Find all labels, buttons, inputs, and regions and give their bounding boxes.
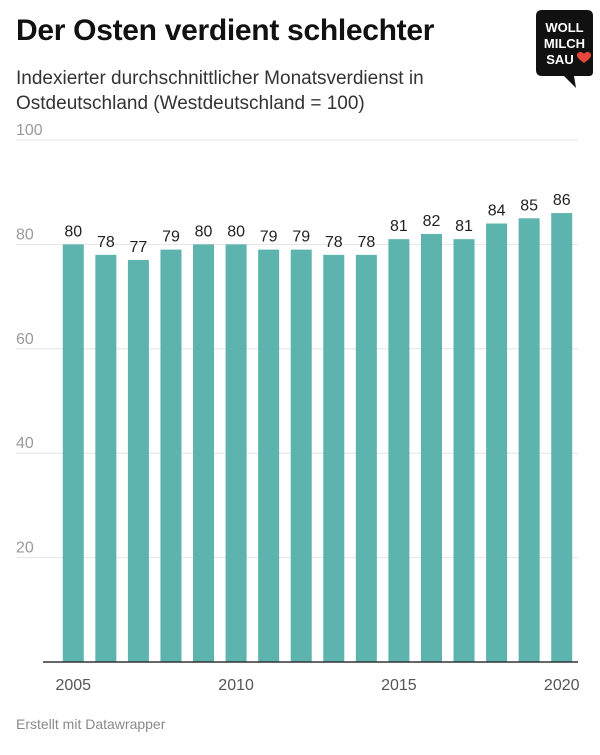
data-label-2015: 81 xyxy=(390,218,408,235)
x-tick-label: 2005 xyxy=(55,677,91,694)
bar-2007 xyxy=(127,260,149,662)
bars xyxy=(62,213,573,663)
data-label-2011: 79 xyxy=(260,229,278,246)
footer-credit: Erstellt mit Datawrapper xyxy=(16,716,166,732)
bar-2020 xyxy=(551,213,573,662)
data-label-2010: 80 xyxy=(227,223,245,240)
data-label-2019: 85 xyxy=(520,197,538,214)
bar-2016 xyxy=(420,233,442,662)
logo-line-3: SAU xyxy=(546,52,573,67)
data-label-2017: 81 xyxy=(455,218,473,235)
chart-title: Der Osten verdient schlechter xyxy=(16,14,435,47)
data-label-2014: 78 xyxy=(357,234,375,251)
y-tick-label: 40 xyxy=(16,435,34,452)
chart-subtitle: Indexierter durchschnittlicher Monatsver… xyxy=(16,68,424,114)
data-label-2007: 77 xyxy=(130,239,148,256)
data-label-2008: 79 xyxy=(162,229,180,246)
bar-chart: 20 40 60 80 100 80 78 77 79 80 80 79 79 78 78 81 82 81 84… xyxy=(16,122,580,694)
data-label-2018: 84 xyxy=(488,203,506,220)
bar-2011 xyxy=(258,249,280,662)
bar-2005 xyxy=(62,244,84,662)
axes: 2005 2010 2015 2020 xyxy=(43,661,580,694)
logo-badge-shape xyxy=(536,10,593,88)
bar-2010 xyxy=(225,244,247,662)
data-label-2005: 80 xyxy=(64,223,82,240)
bar-2018 xyxy=(486,223,508,662)
data-labels: 80 78 77 79 80 80 79 79 78 78 81 82 81 84 85 86 xyxy=(64,192,570,256)
bar-2014 xyxy=(355,254,377,662)
y-tick-label: 60 xyxy=(16,331,34,348)
y-tick-label: 100 xyxy=(16,122,43,139)
x-tick-label: 2015 xyxy=(381,677,417,694)
bar-2013 xyxy=(323,254,345,662)
data-label-2016: 82 xyxy=(423,213,441,230)
x-tick-label: 2010 xyxy=(218,677,254,694)
bar-2006 xyxy=(95,254,117,662)
y-tick-label: 80 xyxy=(16,226,34,243)
bar-2009 xyxy=(193,244,215,662)
x-tick-label: 2020 xyxy=(544,677,580,694)
bar-2015 xyxy=(388,239,410,662)
logo-line-2: MILCH xyxy=(544,36,585,51)
bar-2019 xyxy=(518,218,540,663)
bar-2008 xyxy=(160,249,182,662)
heart-icon xyxy=(577,52,591,63)
data-label-2009: 80 xyxy=(195,223,213,240)
bar-2017 xyxy=(453,239,475,662)
bar-2012 xyxy=(290,249,312,662)
data-label-2012: 79 xyxy=(292,229,310,246)
data-label-2006: 78 xyxy=(97,234,115,251)
y-tick-label: 20 xyxy=(16,540,34,557)
data-label-2013: 78 xyxy=(325,234,343,251)
logo-line-1: WOLL xyxy=(545,20,583,35)
wollmilchsau-logo: WOLL MILCH SAU xyxy=(536,10,593,88)
data-label-2020: 86 xyxy=(553,192,571,209)
